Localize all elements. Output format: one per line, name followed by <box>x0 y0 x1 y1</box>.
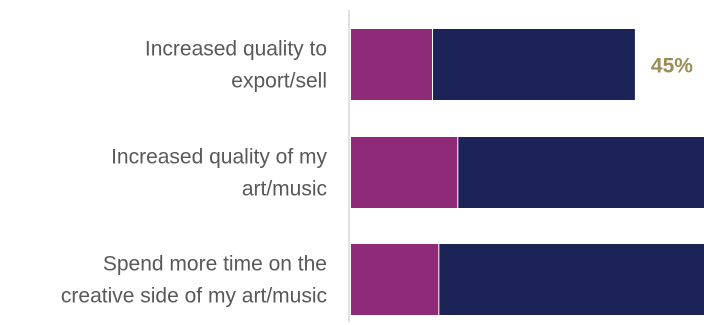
category-label-line: Spend more time on the <box>103 253 327 276</box>
bar-segment-2-row-3 <box>439 244 704 315</box>
category-label-line: art/music <box>242 178 327 201</box>
total-value-label: 45% <box>651 55 693 78</box>
category-label-line: Increased quality to <box>145 38 327 61</box>
category-label-line: Increased quality of my <box>111 146 327 169</box>
labels-layer: 45%Increased quality toexport/sell61%Inc… <box>61 38 693 308</box>
bar-segment-2-row-1 <box>433 29 635 100</box>
bar-segment-1-row-3 <box>351 244 440 315</box>
bar-segment-1-row-1 <box>351 29 433 100</box>
bars-layer <box>351 29 704 315</box>
bar-segment-1-row-2 <box>351 137 459 208</box>
bar-segment-2-row-2 <box>458 137 704 208</box>
category-label-line: export/sell <box>231 70 327 93</box>
category-label-line: creative side of my art/music <box>61 285 327 308</box>
